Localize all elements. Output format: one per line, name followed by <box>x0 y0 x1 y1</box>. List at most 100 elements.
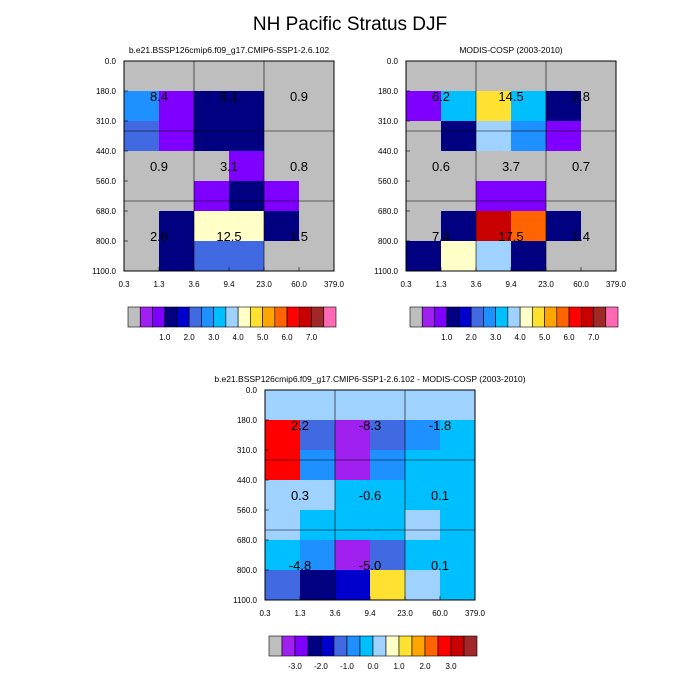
colorbar-box <box>281 635 296 657</box>
colorbar-box <box>398 635 413 657</box>
x-tick-label: 9.4 <box>364 609 376 618</box>
y-tick-label: 1100.0 <box>92 267 116 276</box>
y-tick-label: 0.0 <box>105 57 117 66</box>
heatmap-cell <box>265 570 301 601</box>
heatmap-cell <box>511 91 547 122</box>
heatmap-cell <box>124 241 160 272</box>
colorbar-box <box>519 306 533 328</box>
heatmap-cell <box>546 121 582 152</box>
y-tick-label: 680.0 <box>96 207 117 216</box>
panels-layer: b.e21.BSSP126cmip6.f09_g17.CMIP6-SSP1-2.… <box>92 45 626 618</box>
heatmap-cell <box>194 181 230 212</box>
box-value-label: 17.5 <box>498 229 523 244</box>
colorbar-box <box>463 635 478 657</box>
heatmap-cell <box>405 390 441 421</box>
colorbar-box <box>385 635 400 657</box>
heatmap-cell <box>300 510 336 541</box>
heatmap-cell <box>370 450 406 481</box>
heatmap-cell <box>300 540 336 571</box>
colorbar-box <box>298 306 312 328</box>
heatmap-cell <box>440 390 476 421</box>
colorbar-box <box>346 635 361 657</box>
colorbar-box <box>176 306 190 328</box>
y-tick-label: 1100.0 <box>374 267 398 276</box>
heatmap-cell <box>299 241 335 272</box>
heatmap-cell <box>194 211 230 242</box>
colorbar-box <box>127 306 141 328</box>
heatmap-cell <box>441 121 477 152</box>
colorbar-label: 6.0 <box>281 333 293 342</box>
colorbar-label: 5.0 <box>257 333 269 342</box>
colorbar-label: 1.0 <box>393 662 405 671</box>
box-value-label: -8.3 <box>359 418 381 433</box>
heatmap-cell <box>406 151 442 182</box>
heatmap-cell <box>194 91 230 122</box>
colorbar: -3.0 -2.0 -1.0 0.0 1.0 2.0 3.0 <box>268 635 478 671</box>
box-value-label: -5.0 <box>359 558 381 573</box>
colorbars-layer: 1.0 2.0 3.0 4.0 5.0 6.0 7.0 1.0 2.0 3.0 4.0 5.0 6.0 7… <box>127 306 619 671</box>
heatmap-cell <box>335 450 371 481</box>
y-tick-label: 800.0 <box>378 237 399 246</box>
box-value-label: 0.1 <box>431 558 449 573</box>
heatmap-cell <box>370 420 406 451</box>
colorbar: 1.0 2.0 3.0 4.0 5.0 6.0 7.0 <box>127 306 337 342</box>
heatmap-cell <box>406 61 442 92</box>
y-tick-label: 310.0 <box>378 117 399 126</box>
heatmap-cell <box>370 570 406 601</box>
heatmap-cell <box>581 151 617 182</box>
y-tick-label: 0.0 <box>387 57 399 66</box>
heatmap-cell <box>159 91 195 122</box>
heatmap-cell <box>476 211 512 242</box>
y-tick-label: 0.0 <box>246 386 258 395</box>
y-tick-label: 310.0 <box>96 117 117 126</box>
panel-title: MODIS-COSP (2003-2010) <box>459 45 562 55</box>
box-value-label: 12.5 <box>216 229 241 244</box>
heatmap-cell <box>229 151 265 182</box>
colorbar-box <box>580 306 594 328</box>
heatmap-cell <box>476 151 512 182</box>
colorbar-box <box>323 306 337 328</box>
colorbar-label: 1.0 <box>159 333 171 342</box>
x-tick-label: 60.0 <box>432 609 448 618</box>
x-tick-label: 9.4 <box>505 280 517 289</box>
box-value-label: -1.8 <box>429 418 451 433</box>
heatmap-cell <box>300 390 336 421</box>
box-value-label: 1.4 <box>572 229 590 244</box>
heatmap-cell <box>264 61 300 92</box>
heatmap-cell <box>546 91 582 122</box>
x-tick-label: 0.3 <box>118 280 130 289</box>
x-tick-label: 23.0 <box>538 280 554 289</box>
main-title: NH Pacific Stratus DJF <box>253 14 447 35</box>
heatmap-cell <box>511 61 547 92</box>
y-tick-label: 560.0 <box>237 506 258 515</box>
x-tick-label: 23.0 <box>256 280 272 289</box>
y-tick-label: 1100.0 <box>233 596 257 605</box>
heatmap-cell <box>264 151 300 182</box>
box-value-label: 2.2 <box>291 418 309 433</box>
box-value-label: 0.1 <box>431 488 449 503</box>
x-tick-label: 1.3 <box>294 609 306 618</box>
heatmap-cell <box>370 540 406 571</box>
heatmap-cell <box>441 211 477 242</box>
colorbar-box <box>294 635 309 657</box>
heatmap-cell <box>299 181 335 212</box>
y-tick-label: 440.0 <box>96 147 117 156</box>
colorbar-box <box>446 306 460 328</box>
heatmap-cell <box>124 121 160 152</box>
colorbar-box <box>507 306 521 328</box>
colorbar-label: 7.0 <box>306 333 318 342</box>
colorbar-box <box>372 635 387 657</box>
x-tick-label: 60.0 <box>291 280 307 289</box>
x-tick-label: 1.3 <box>435 280 447 289</box>
colorbar-box <box>409 306 423 328</box>
heatmap-cell <box>441 61 477 92</box>
box-value-label: 0.9 <box>290 89 308 104</box>
heatmap-cell <box>476 121 512 152</box>
colorbar-label: -2.0 <box>314 662 328 671</box>
heatmap-cell <box>476 91 512 122</box>
y-tick-label: 800.0 <box>96 237 117 246</box>
heatmap-cell <box>546 181 582 212</box>
heatmap-cell <box>264 121 300 152</box>
colorbar-label: 6.0 <box>563 333 575 342</box>
box-value-label: 3.1 <box>220 159 238 174</box>
